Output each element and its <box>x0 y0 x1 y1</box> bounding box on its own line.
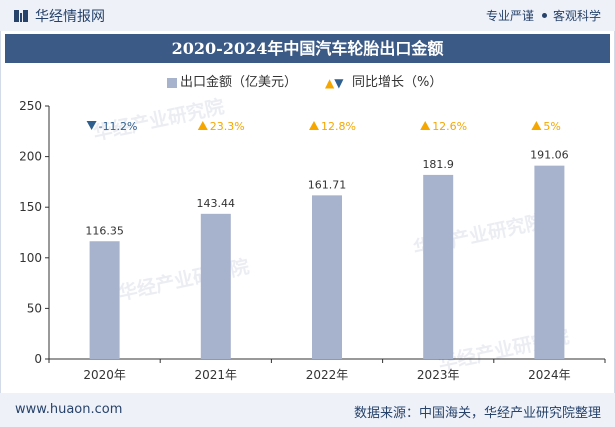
header-bar: 华经情报网 专业严谨 客观科学 <box>0 0 615 31</box>
legend-bar-swatch <box>167 78 177 88</box>
growth-up-icon <box>309 121 319 130</box>
slogan-right: 客观科学 <box>552 9 601 23</box>
y-tick-label: 250 <box>19 99 42 113</box>
growth-label: 12.8% <box>321 120 356 133</box>
growth-label: 5% <box>543 120 560 133</box>
growth-up-icon <box>420 121 431 130</box>
value-label: 143.44 <box>197 197 236 210</box>
y-tick-label: 0 <box>34 352 42 366</box>
x-tick-label: 2022年 <box>306 368 349 382</box>
bar <box>534 165 565 359</box>
bar <box>89 241 120 359</box>
growth-label: 12.6% <box>432 120 467 133</box>
value-label: 191.06 <box>530 149 569 162</box>
slogan: 专业严谨 客观科学 <box>486 7 601 24</box>
watermark-text: 华经产业研究院 <box>116 255 251 305</box>
bar <box>312 195 342 359</box>
value-label: 181.9 <box>422 158 454 171</box>
bar <box>200 213 231 359</box>
value-label: 116.35 <box>85 224 124 237</box>
x-tick-label: 2024年 <box>528 368 571 382</box>
chart-title: 2020-2024年中国汽车轮胎出口金额 <box>5 34 610 63</box>
y-tick-label: 100 <box>19 251 42 265</box>
y-tick-label: 50 <box>27 301 42 315</box>
growth-label: -11.2% <box>99 120 138 133</box>
legend-bar-label: 出口金额（亿美元） <box>180 75 298 90</box>
bar <box>423 174 454 359</box>
logo-icon <box>14 10 28 22</box>
bar-layer <box>89 165 565 359</box>
y-tick-label: 150 <box>19 200 42 214</box>
growth-label: 23.3% <box>210 120 245 133</box>
legend-growth-icon: ▲▼ <box>325 76 344 90</box>
growth-up-icon <box>197 121 208 130</box>
label-layer: 116.35 2020年 -11.2% 143.44 2021年 23.3% 161.71 2… <box>83 120 570 382</box>
legend: 出口金额（亿美元） ▲▼ 同比增长（%） <box>0 73 615 93</box>
growth-down-icon <box>86 121 97 130</box>
legend-growth-label: 同比增长（%） <box>352 75 443 90</box>
slogan-left: 专业严谨 <box>485 9 534 23</box>
value-label: 161.71 <box>308 178 347 191</box>
site-url: www.huaon.com <box>15 402 123 417</box>
footer-bar <box>0 393 615 427</box>
brand-name: 华经情报网 <box>35 9 105 25</box>
bullet-icon <box>541 13 547 18</box>
x-tick-label: 2023年 <box>417 368 460 382</box>
x-tick-label: 2020年 <box>83 368 126 382</box>
data-source: 数据来源：中国海关，华经产业研究院整理 <box>353 406 601 421</box>
x-tick-label: 2021年 <box>195 368 238 382</box>
growth-up-icon <box>531 121 542 130</box>
y-tick-label: 200 <box>19 150 42 164</box>
